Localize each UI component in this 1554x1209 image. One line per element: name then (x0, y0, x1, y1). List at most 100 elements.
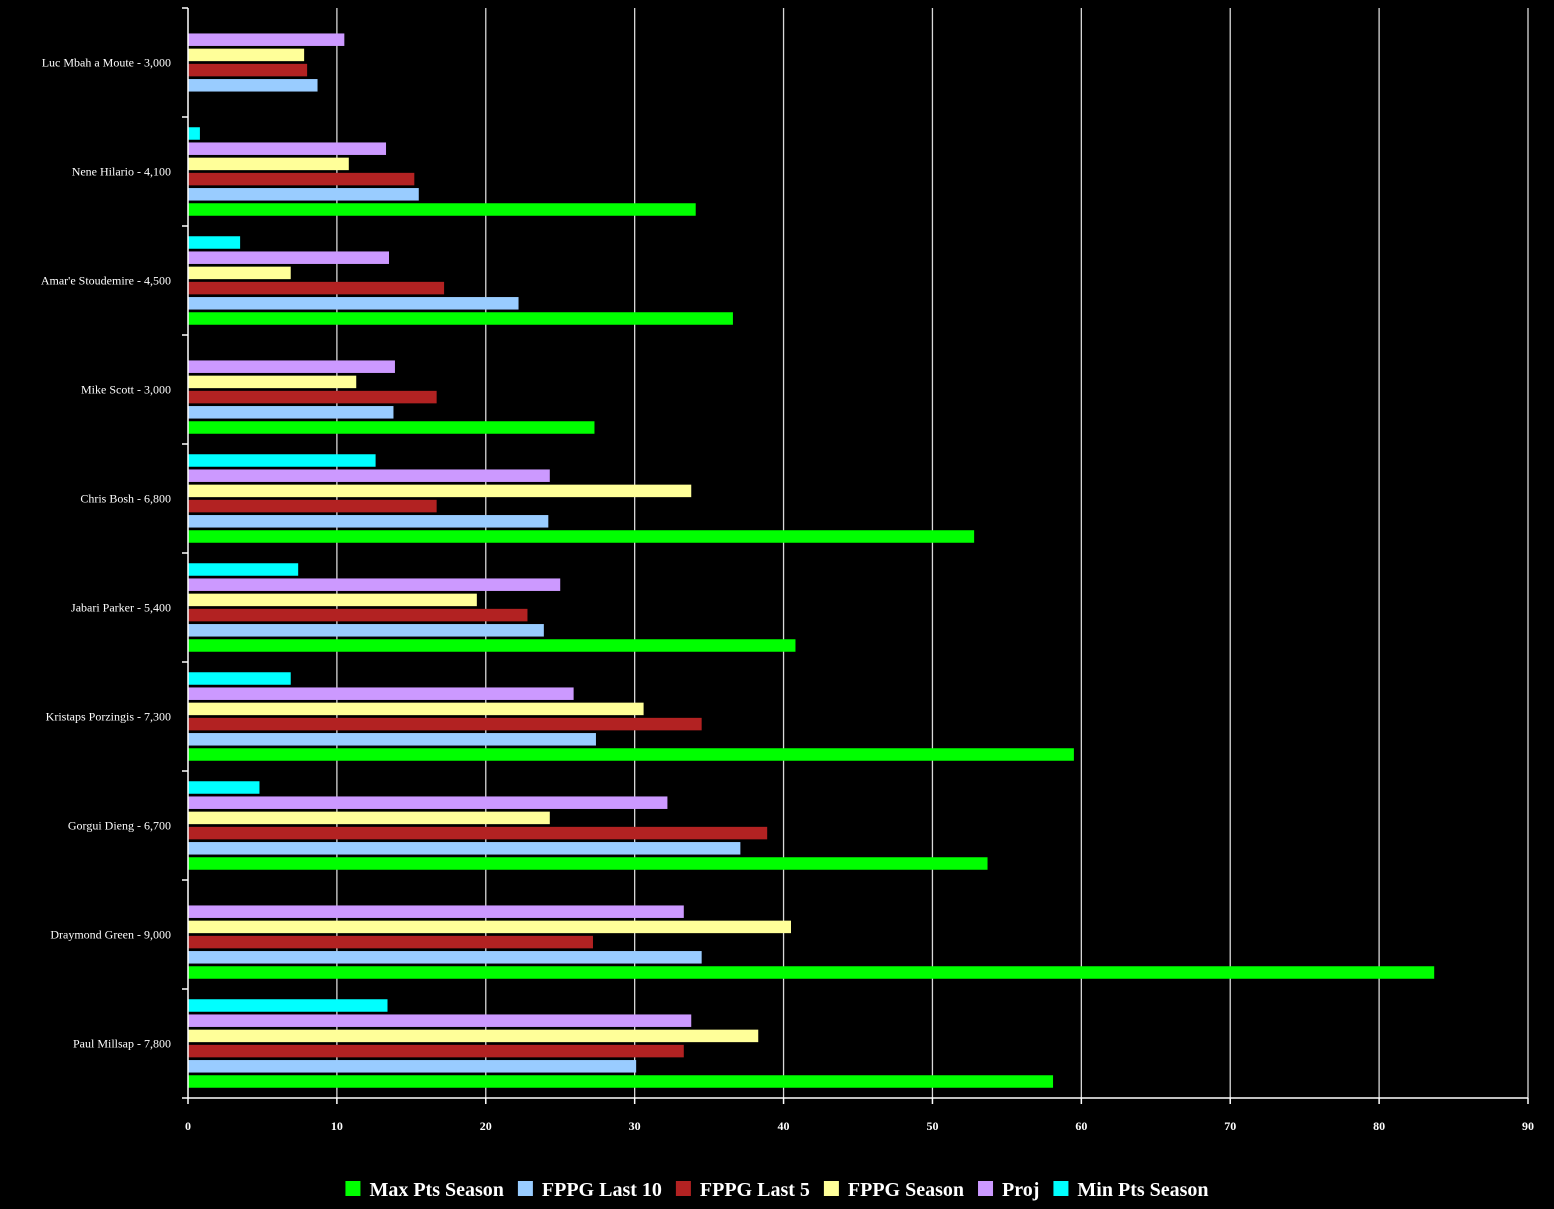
category-label: Paul Millsap - 7,800 (73, 1037, 171, 1051)
legend-item: FPPG Season (823, 1179, 964, 1201)
x-tick-label: 0 (185, 1119, 191, 1133)
legend-swatch (675, 1181, 691, 1196)
bar (188, 266, 291, 280)
bar (188, 608, 528, 622)
legend-item: FPPG Last 5 (675, 1179, 810, 1201)
category-label: Nene Hilario - 4,100 (72, 165, 171, 179)
bar (188, 1060, 637, 1073)
bar (188, 484, 692, 498)
category-label: Chris Bosh - 6,800 (80, 492, 171, 506)
bars-group (188, 33, 1435, 1088)
bar (188, 842, 741, 855)
legend-swatch (1053, 1181, 1069, 1196)
category-label: Luc Mbah a Moute - 3,000 (42, 56, 171, 70)
bar (188, 63, 308, 77)
bar (188, 1029, 759, 1043)
x-tick-label: 50 (926, 1119, 938, 1133)
x-tick-label: 80 (1373, 1119, 1385, 1133)
axes-group (182, 7, 1529, 1104)
bar (188, 781, 260, 794)
bar (188, 593, 477, 607)
bar (188, 312, 733, 325)
legend-swatch (823, 1181, 839, 1196)
bar (188, 375, 357, 389)
bar (188, 733, 596, 746)
bar (188, 624, 544, 637)
bar (188, 360, 395, 373)
bar (188, 33, 345, 46)
bar (188, 639, 796, 652)
category-label: Draymond Green - 9,000 (50, 928, 171, 942)
bar (188, 563, 299, 576)
x-tick-label: 40 (778, 1119, 790, 1133)
legend-item: Min Pts Season (1053, 1179, 1209, 1201)
legend-swatch (978, 1181, 994, 1196)
bar (188, 251, 389, 264)
bar (188, 1075, 1054, 1088)
bar (188, 142, 387, 155)
bar (188, 297, 519, 310)
category-label: Kristaps Porzingis - 7,300 (46, 710, 171, 724)
bar (188, 79, 318, 92)
legend-label: Proj (1002, 1179, 1039, 1201)
bar (188, 748, 1074, 761)
bar (188, 469, 550, 482)
bar (188, 203, 696, 216)
bar (188, 999, 388, 1012)
bar (188, 530, 975, 543)
x-tick-label: 90 (1522, 1119, 1534, 1133)
bar (188, 48, 305, 62)
bar (188, 515, 549, 528)
bar (188, 826, 768, 840)
bar (188, 157, 349, 171)
bar (188, 281, 445, 295)
bar (188, 857, 988, 870)
bar (188, 687, 574, 700)
legend-swatch (517, 1181, 533, 1196)
bar (188, 172, 415, 186)
category-label: Amar'e Stoudemire - 4,500 (41, 274, 171, 288)
legend-label: FPPG Season (848, 1179, 964, 1201)
bar (188, 920, 791, 934)
bar (188, 905, 684, 918)
legend: Max Pts Season FPPG Last 10 FPPG Last 5 FPP… (345, 1179, 1209, 1201)
x-tick-labels: 0 10 20 30 40 50 60 70 80 90 (185, 1119, 1534, 1133)
x-tick-label: 30 (629, 1119, 641, 1133)
legend-label: Max Pts Season (369, 1179, 503, 1201)
legend-item: Max Pts Season (345, 1179, 504, 1201)
legend-label: FPPG Last 5 (700, 1179, 810, 1201)
bar (188, 702, 644, 716)
category-label: Gorgui Dieng - 6,700 (68, 819, 171, 833)
bar (188, 499, 437, 513)
legend-label: FPPG Last 10 (542, 1179, 662, 1201)
bar (188, 811, 550, 825)
legend-label: Min Pts Season (1077, 1179, 1208, 1201)
bar (188, 236, 241, 249)
bar (188, 454, 376, 467)
bar (188, 796, 668, 809)
bar (188, 578, 561, 591)
bar (188, 188, 419, 201)
bar (188, 1014, 692, 1027)
bar (188, 717, 702, 731)
bar (188, 1044, 684, 1058)
legend-item: Proj (978, 1179, 1039, 1201)
x-tick-label: 20 (480, 1119, 492, 1133)
bar (188, 935, 593, 949)
bar (188, 672, 291, 685)
bar (188, 966, 1435, 979)
category-labels: Luc Mbah a Moute - 3,000 Nene Hilario - 4… (41, 56, 171, 1051)
x-tick-label: 60 (1075, 1119, 1087, 1133)
bar (188, 406, 394, 419)
bar (188, 951, 702, 964)
bar (188, 390, 437, 404)
legend-item: FPPG Last 10 (517, 1179, 662, 1201)
x-tick-label: 70 (1224, 1119, 1236, 1133)
legend-swatch (345, 1181, 361, 1196)
category-label: Mike Scott - 3,000 (81, 383, 171, 397)
bar (188, 127, 200, 140)
x-tick-label: 10 (331, 1119, 343, 1133)
bar (188, 421, 595, 434)
category-label: Jabari Parker - 5,400 (71, 601, 171, 615)
